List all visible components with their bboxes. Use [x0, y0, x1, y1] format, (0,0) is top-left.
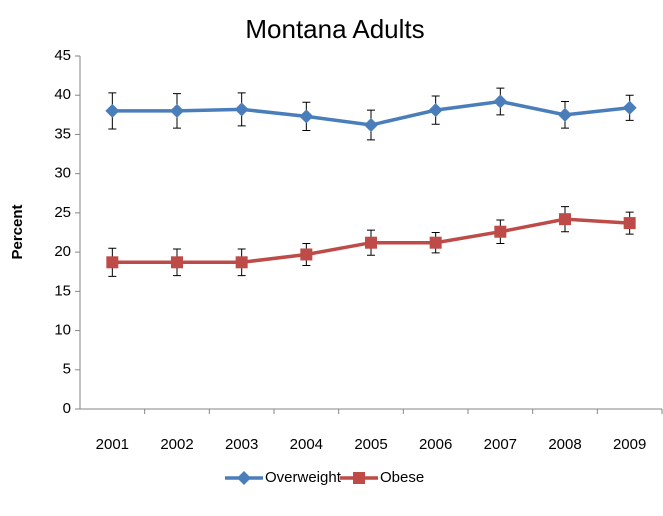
point [623, 217, 636, 230]
point [428, 103, 443, 118]
point [105, 103, 120, 118]
y-tick-label: 15 [54, 282, 71, 299]
y-tick-label: 5 [63, 361, 71, 378]
point [559, 213, 571, 226]
point [170, 103, 184, 118]
x-tick-label: 2004 [290, 436, 323, 453]
point [494, 225, 507, 238]
y-axis-label: Percent [9, 204, 26, 259]
x-tick-label: 2009 [613, 436, 646, 453]
x-tick-label: 2002 [160, 436, 193, 453]
y-tick-label: 20 [54, 243, 71, 260]
legend-label: Overweight [265, 469, 342, 486]
x-tick-label: 2005 [354, 436, 387, 453]
y-tick-label: 25 [54, 204, 71, 221]
point [364, 118, 378, 133]
legend-marker [353, 472, 365, 484]
x-tick-label: 2003 [225, 436, 258, 453]
x-tick-label: 2007 [484, 436, 517, 453]
point [106, 256, 119, 269]
y-tick-label: 40 [54, 86, 71, 103]
y-tick-label: 0 [63, 400, 71, 417]
x-tick-label: 2008 [548, 436, 581, 453]
y-tick-label: 10 [54, 322, 71, 339]
x-tick-label: 2006 [419, 436, 452, 453]
point [234, 102, 249, 117]
legend-label: Obese [380, 469, 424, 486]
point [235, 256, 248, 269]
x-tick-label: 2001 [96, 436, 129, 453]
y-tick-label: 35 [54, 125, 71, 142]
point [558, 107, 572, 122]
chart-title: Montana Adults [245, 14, 424, 44]
point [493, 94, 508, 109]
legend-marker [237, 471, 251, 485]
y-tick-label: 30 [54, 165, 71, 182]
point [171, 256, 183, 269]
point [429, 236, 442, 249]
point [622, 100, 637, 115]
point [300, 248, 313, 261]
point [299, 109, 314, 124]
point [365, 236, 377, 249]
y-tick-label: 45 [54, 47, 71, 64]
